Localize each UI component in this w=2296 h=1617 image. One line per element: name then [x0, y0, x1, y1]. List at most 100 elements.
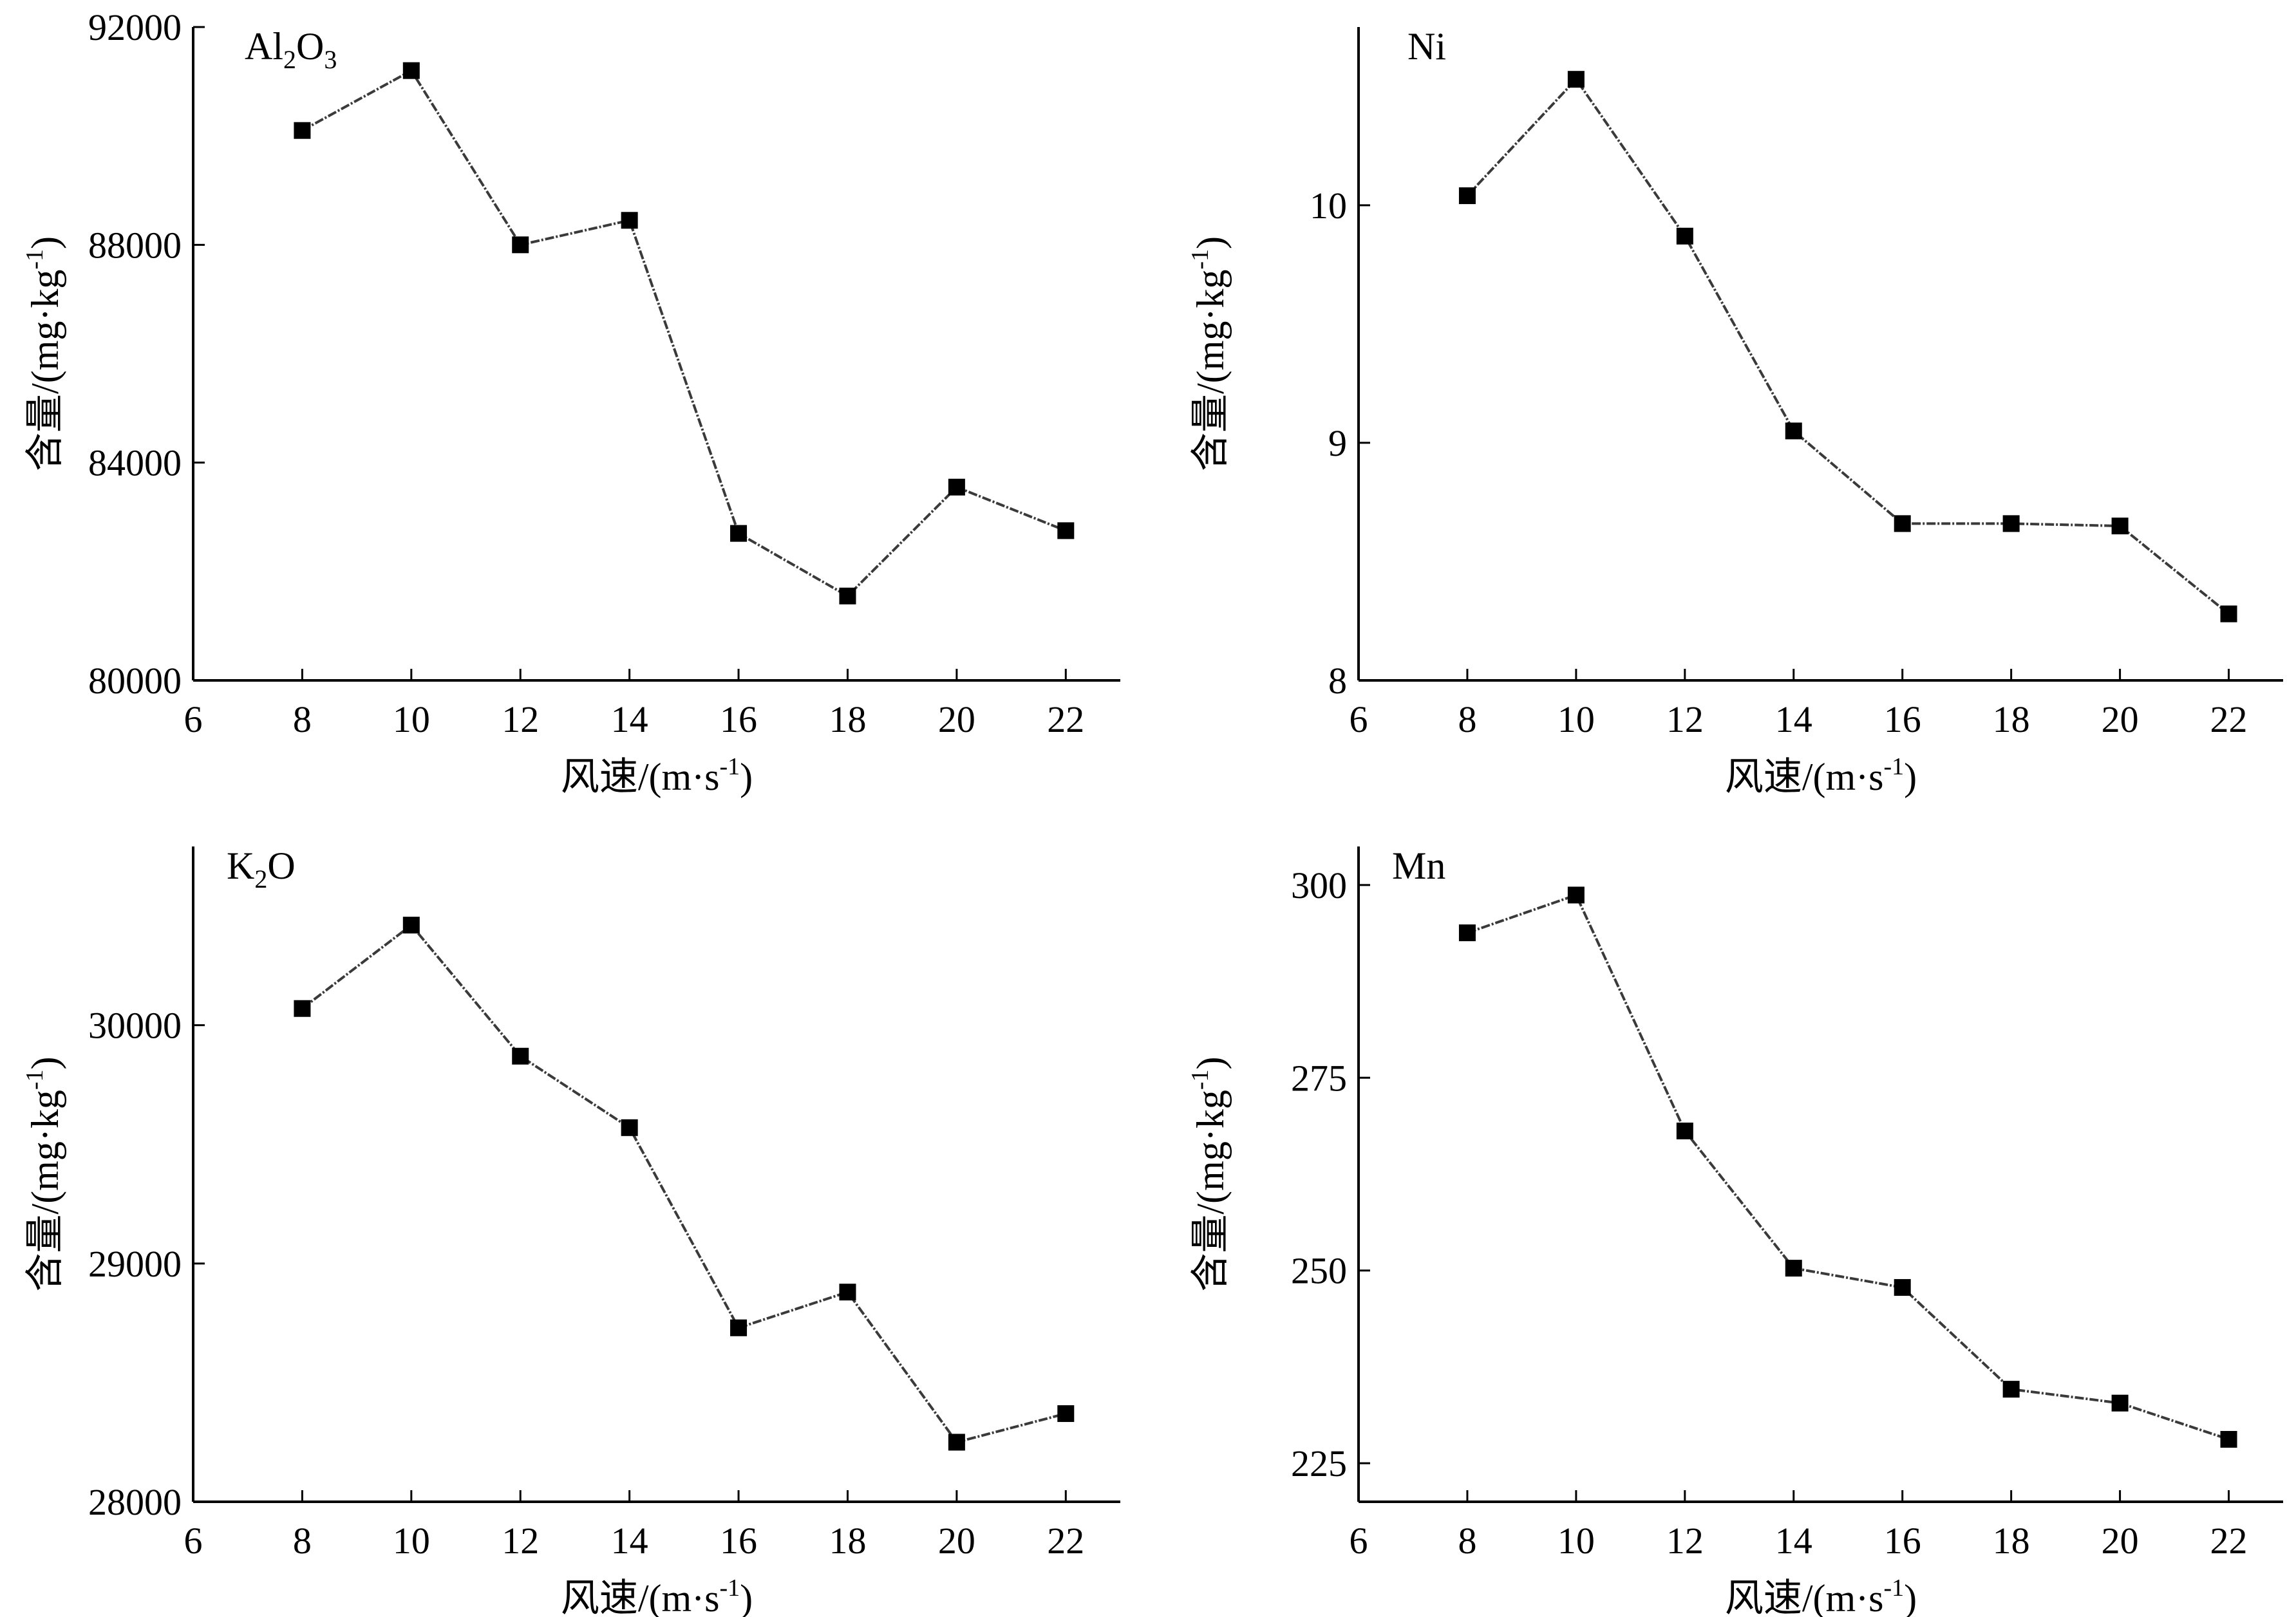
panel-label: K2O: [227, 845, 296, 893]
x-tick-label: 10: [1557, 698, 1595, 740]
x-tick-label: 12: [1666, 698, 1704, 740]
x-tick-label: 10: [393, 1520, 430, 1562]
x-tick-label: 22: [2210, 1520, 2248, 1562]
x-tick-label: 18: [1993, 1520, 2030, 1562]
panel-label: Ni: [1407, 25, 1446, 68]
data-point: [1894, 1279, 1911, 1296]
x-tick-label: 16: [1884, 698, 1921, 740]
chart-panel-3: 6 8 10 12 14 16 18 20 22 28000 29000 30000 K2O 风速/(m·…: [21, 845, 1120, 1617]
panel-label: Mn: [1392, 845, 1445, 887]
x-tick-label: 20: [2102, 1520, 2139, 1562]
x-tick-label: 14: [1775, 698, 1812, 740]
y-axis-title: 含量/(mg·kg-1): [21, 236, 66, 471]
data-point: [621, 1119, 638, 1136]
data-point: [2002, 515, 2020, 532]
x-tick-label: 6: [1350, 698, 1368, 740]
x-tick-label: 22: [1047, 1520, 1084, 1562]
y-tick-label: 29000: [88, 1243, 182, 1285]
y-tick-label: 84000: [88, 442, 182, 484]
x-axis-title: 风速/(m·s-1): [1725, 753, 1917, 798]
x-axis-title: 风速/(m·s-1): [1725, 1575, 1917, 1617]
panel-label-mid: O: [296, 25, 324, 68]
y-tick-label: 225: [1291, 1443, 1347, 1484]
y-tick-label: 28000: [88, 1481, 182, 1523]
panel-label-subscript: 2: [254, 865, 267, 893]
x-tick-label: 8: [1458, 698, 1476, 740]
data-point: [1567, 71, 1585, 88]
data-point: [402, 917, 420, 934]
y-tick-label: 88000: [88, 224, 182, 266]
data-point: [839, 1284, 856, 1301]
y-tick-label: 300: [1291, 865, 1347, 906]
x-tick-label: 20: [938, 698, 975, 740]
y-tick-label: 250: [1291, 1250, 1347, 1292]
x-tick-label: 8: [293, 698, 312, 740]
data-point: [2111, 518, 2129, 535]
y-tick-label: 80000: [88, 660, 182, 702]
data-point: [294, 1000, 311, 1017]
x-tick-label: 14: [611, 698, 648, 740]
x-tick-label: 6: [184, 1520, 203, 1562]
data-point: [1894, 515, 1911, 532]
data-point: [2220, 605, 2237, 622]
x-tick-label: 6: [184, 698, 203, 740]
y-tick-label: 92000: [88, 6, 182, 48]
data-point: [1567, 886, 1585, 904]
data-point: [1676, 227, 1693, 245]
x-axis-title: 风速/(m·s-1): [561, 1575, 753, 1617]
series-line: [1466, 77, 2230, 615]
x-tick-label: 12: [502, 1520, 539, 1562]
series-line: [1467, 893, 2230, 1441]
data-point: [730, 525, 748, 542]
x-tick-label: 8: [1458, 1520, 1476, 1562]
data-point: [402, 62, 420, 79]
data-point: [948, 1434, 965, 1451]
x-tick-label: 18: [829, 698, 866, 740]
data-point: [839, 587, 856, 604]
data-point: [730, 1319, 748, 1336]
y-axis-title: 含量/(mg·kg-1): [21, 1057, 66, 1292]
x-axis-title: 风速/(m·s-1): [561, 753, 753, 798]
data-point: [1057, 1405, 1075, 1423]
y-tick-label: 30000: [88, 1005, 182, 1047]
data-point: [512, 1047, 529, 1065]
data-point: [2220, 1430, 2237, 1448]
panel-label-mid: O: [267, 845, 295, 887]
data-point: [948, 478, 965, 496]
y-tick-label: 9: [1328, 422, 1347, 464]
panel-label-subscript: 2: [283, 45, 296, 74]
data-point: [2111, 1394, 2129, 1412]
series-line: [301, 69, 1067, 598]
data-point: [2002, 1381, 2020, 1398]
x-tick-label: 10: [393, 698, 430, 740]
panel-label: Al2O3: [245, 25, 337, 74]
x-tick-label: 8: [293, 1520, 312, 1562]
chart-panel-4: 6 8 10 12 14 16 18 20 22 225 250 275 300 Mn 风速/(m·s-1)…: [1187, 845, 2283, 1617]
data-point: [621, 212, 638, 229]
chart-panel-1: 6 8 10 12 14 16 18 20 22 80000 84000 88000 92000 Al2O…: [21, 6, 1120, 798]
x-tick-label: 20: [938, 1520, 975, 1562]
data-point: [294, 122, 311, 139]
panel-label-main: Ni: [1407, 25, 1446, 68]
x-tick-label: 22: [1047, 698, 1084, 740]
data-point: [1458, 187, 1476, 205]
x-tick-label: 12: [1666, 1520, 1704, 1562]
x-tick-label: 14: [611, 1520, 648, 1562]
data-point: [1785, 422, 1802, 440]
x-tick-label: 14: [1775, 1520, 1812, 1562]
y-tick-label: 10: [1310, 185, 1347, 227]
x-tick-label: 22: [2210, 698, 2248, 740]
x-tick-label: 16: [720, 1520, 757, 1562]
x-tick-label: 16: [1884, 1520, 1921, 1562]
x-tick-label: 12: [502, 698, 539, 740]
data-point: [1458, 924, 1476, 942]
data-point: [1057, 522, 1075, 539]
x-tick-label: 20: [2102, 698, 2139, 740]
panel-label-main: Al: [245, 25, 283, 68]
series-line: [301, 923, 1066, 1444]
x-tick-label: 6: [1350, 1520, 1368, 1562]
panel-label-main: Mn: [1392, 845, 1445, 887]
data-point: [1785, 1260, 1802, 1277]
y-tick-label: 275: [1291, 1057, 1347, 1099]
